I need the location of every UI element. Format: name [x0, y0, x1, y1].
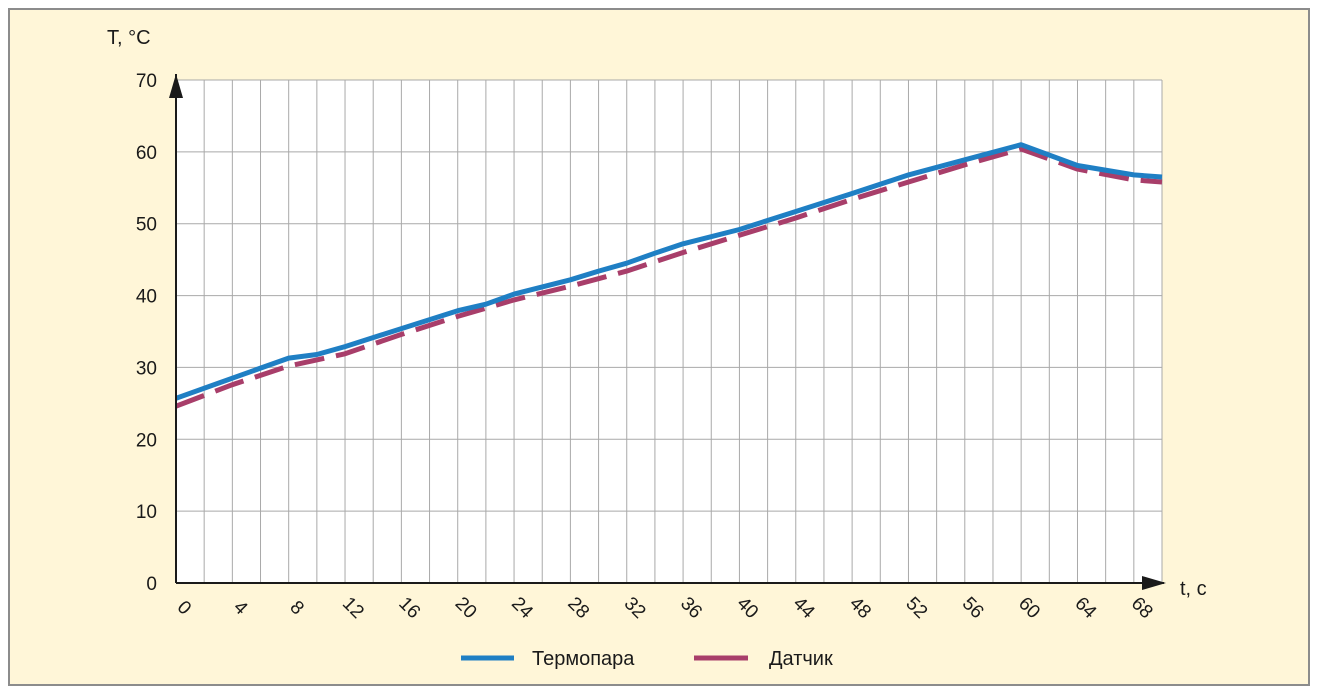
x-tick-label: 48 — [845, 593, 875, 623]
x-tick-label: 32 — [620, 593, 650, 623]
legend: Термопара Датчик — [461, 648, 833, 670]
y-tick-label: 60 — [136, 143, 157, 164]
y-tick-label: 50 — [136, 215, 157, 236]
x-tick-label: 40 — [732, 593, 762, 623]
x-axis-title: t, c — [1180, 578, 1207, 600]
x-tick-label: 16 — [394, 593, 424, 623]
series-line-sensor — [175, 146, 1163, 409]
y-tick-label: 30 — [136, 358, 157, 379]
grid — [175, 79, 1163, 584]
x-tick-label: 8 — [285, 597, 307, 619]
x-tick-label: 60 — [1014, 593, 1044, 623]
legend-label-thermocouple: Термопара — [532, 648, 635, 670]
y-tick-label: 40 — [136, 287, 157, 308]
y-axis-title: T, °C — [107, 27, 151, 49]
x-tick-label: 24 — [507, 593, 537, 623]
y-tick-labels: 0 10 20 30 40 50 60 70 — [136, 71, 157, 595]
y-axis-arrow — [169, 74, 183, 98]
x-tick-label: 4 — [229, 597, 252, 620]
x-tick-labels: 0 4 8 12 16 20 24 28 32 36 40 44 48 52 56 60 64 68 — [173, 593, 1157, 623]
y-tick-label: 70 — [136, 71, 157, 92]
y-tick-label: 0 — [146, 574, 157, 595]
x-tick-label: 68 — [1127, 593, 1157, 623]
x-tick-label: 44 — [789, 593, 819, 623]
x-tick-label: 12 — [338, 593, 368, 623]
x-tick-label: 28 — [563, 593, 593, 623]
x-tick-label: 64 — [1070, 593, 1100, 623]
series-layer — [175, 142, 1163, 409]
x-tick-label: 56 — [958, 593, 988, 623]
x-tick-label: 0 — [173, 597, 195, 619]
axes — [169, 74, 1166, 590]
series-line-thermocouple — [175, 142, 1163, 401]
y-tick-label: 10 — [136, 502, 157, 523]
plot-area — [176, 80, 1162, 583]
legend-label-sensor: Датчик — [769, 648, 833, 670]
x-tick-label: 36 — [676, 593, 706, 623]
x-axis-arrow — [1142, 576, 1166, 590]
y-tick-label: 20 — [136, 430, 157, 451]
x-tick-label: 52 — [901, 593, 931, 623]
x-tick-label: 20 — [451, 593, 481, 623]
